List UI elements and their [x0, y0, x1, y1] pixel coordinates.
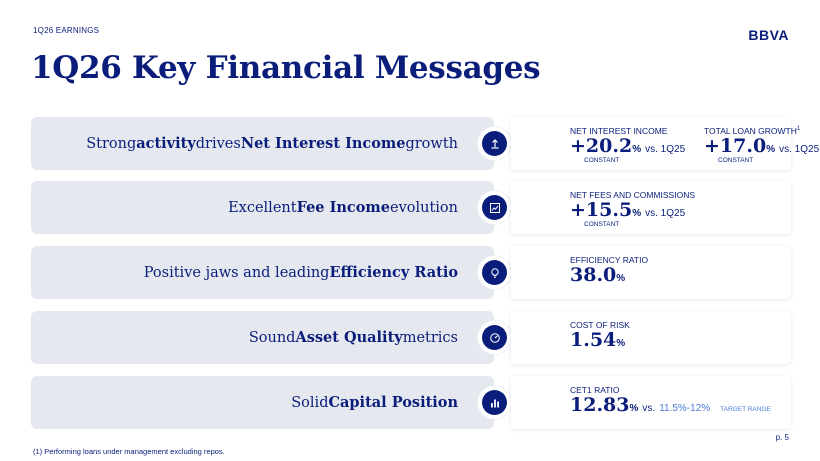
metric-label: CET1 RATIO [570, 385, 619, 395]
metric-card: NET FEES AND COMMISSIONS +15.5% vs. 1Q25 CO… [511, 181, 791, 234]
icon-badge [478, 256, 511, 289]
icon-badge [478, 386, 511, 419]
upload-arrow-icon [482, 131, 507, 156]
metric-basis: CONSTANT [584, 221, 620, 228]
message-text: Positive jaws and leading Efficiency Rat… [31, 246, 494, 299]
icon-badge [478, 321, 511, 354]
message-part: growth [405, 135, 458, 152]
metric-unit: % [616, 273, 626, 284]
icon-badge [478, 191, 511, 224]
metric-label: NET INTEREST INCOME [570, 126, 667, 136]
metric-basis: CONSTANT [584, 157, 620, 164]
message-highlight: Fee Income [296, 199, 390, 216]
metric-number: +15.5 [570, 199, 633, 221]
metric-label: EFFICIENCY RATIO [570, 255, 648, 265]
message-row: Sound Asset Quality metrics COST OF RISK 1… [31, 311, 791, 364]
target-range-label: TARGET RANGE [720, 406, 771, 413]
message-highlight: Efficiency Ratio [329, 264, 458, 281]
message-text: Excellent Fee Income evolution [31, 181, 494, 234]
metric-card: COST OF RISK 1.54% [511, 311, 791, 364]
metric-label-text: EFFICIENCY RATIO [570, 255, 649, 265]
metric-number: +17.0 [704, 135, 767, 157]
message-row: Positive jaws and leading Efficiency Rat… [31, 246, 791, 299]
page-title: 1Q26 Key Financial Messages [31, 50, 541, 86]
message-part: Excellent [228, 199, 297, 216]
message-part: Sound [248, 329, 296, 346]
message-highlight: Capital Position [328, 394, 458, 411]
metric-label: COST OF RISK [570, 320, 630, 330]
message-highlight: Net Interest Income [240, 135, 406, 152]
metric-comparison: vs. 1Q25 [645, 144, 686, 155]
metric-label-text: TOTAL LOAN GROWTH [704, 126, 797, 136]
metric-basis: CONSTANT [718, 157, 754, 164]
icon-badge [478, 127, 511, 160]
eyebrow-label: 1Q26 EARNINGS [33, 26, 100, 35]
page-number: p. 5 [775, 433, 789, 442]
metric-value: 12.83% vs. 11.5%-12% TARGET RANGE [570, 394, 771, 416]
bbva-logo: BBVA [748, 27, 789, 43]
lightbulb-icon [482, 260, 507, 285]
metric-unit: % [632, 208, 642, 219]
message-text: Sound Asset Quality metrics [31, 311, 494, 364]
metric-card: EFFICIENCY RATIO 38.0% [511, 246, 791, 299]
message-row: Excellent Fee Income evolution NET FEES A… [31, 181, 791, 234]
message-part: evolution [389, 199, 458, 216]
footnote: (1) Performing loans under management ex… [33, 447, 225, 456]
metric-number: 1.54 [570, 329, 617, 351]
bar-chart-icon [482, 390, 507, 415]
message-text: Strong activity drives Net Interest Inco… [31, 117, 494, 170]
message-part: drives [195, 135, 241, 152]
metric-label-text: COST OF RISK [570, 320, 630, 330]
metric-number: 38.0 [570, 264, 617, 286]
metric-card: CET1 RATIO 12.83% vs. 11.5%-12% TARGET RANGE [511, 376, 791, 429]
metric-comparison: vs. [642, 403, 656, 414]
metric-number: 12.83 [570, 394, 630, 416]
metric-value: +17.0% vs. 1Q25 [704, 135, 819, 157]
message-part: Positive jaws and leading [143, 264, 330, 281]
metric-value: 38.0% [570, 264, 625, 286]
metric-label: TOTAL LOAN GROWTH1 [704, 126, 800, 136]
metric-label-text: NET FEES AND COMMISSIONS [570, 190, 696, 200]
footnote-marker: 1 [796, 126, 801, 133]
metric-unit: % [629, 403, 639, 414]
metric-number: +20.2 [570, 135, 633, 157]
metric-comparison: vs. 1Q25 [645, 208, 686, 219]
metric-label-text: NET INTEREST INCOME [570, 126, 668, 136]
gauge-icon [482, 325, 507, 350]
metric-card: NET INTEREST INCOME +20.2% vs. 1Q25 CONSTAN… [511, 117, 819, 170]
metric-comparison: vs. 1Q25 [779, 144, 820, 155]
target-range-value: 11.5%-12% [659, 403, 711, 414]
metric-label: NET FEES AND COMMISSIONS [570, 190, 695, 200]
metric-label-text: CET1 RATIO [570, 385, 620, 395]
message-highlight: activity [136, 135, 196, 152]
message-text: Solid Capital Position [31, 376, 494, 429]
metric-unit: % [766, 144, 776, 155]
metric-unit: % [632, 144, 642, 155]
message-part: Strong [86, 135, 137, 152]
message-row: Strong activity drives Net Interest Inco… [31, 117, 819, 170]
metric-value: +15.5% vs. 1Q25 [570, 199, 685, 221]
trend-chart-icon [482, 195, 507, 220]
metric-value: +20.2% vs. 1Q25 [570, 135, 685, 157]
message-part: metrics [402, 329, 458, 346]
message-row: Solid Capital Position CET1 RATIO 12.83% vs… [31, 376, 791, 429]
message-part: Solid [291, 394, 329, 411]
metric-unit: % [616, 338, 626, 349]
message-highlight: Asset Quality [295, 329, 403, 346]
metric-value: 1.54% [570, 329, 625, 351]
